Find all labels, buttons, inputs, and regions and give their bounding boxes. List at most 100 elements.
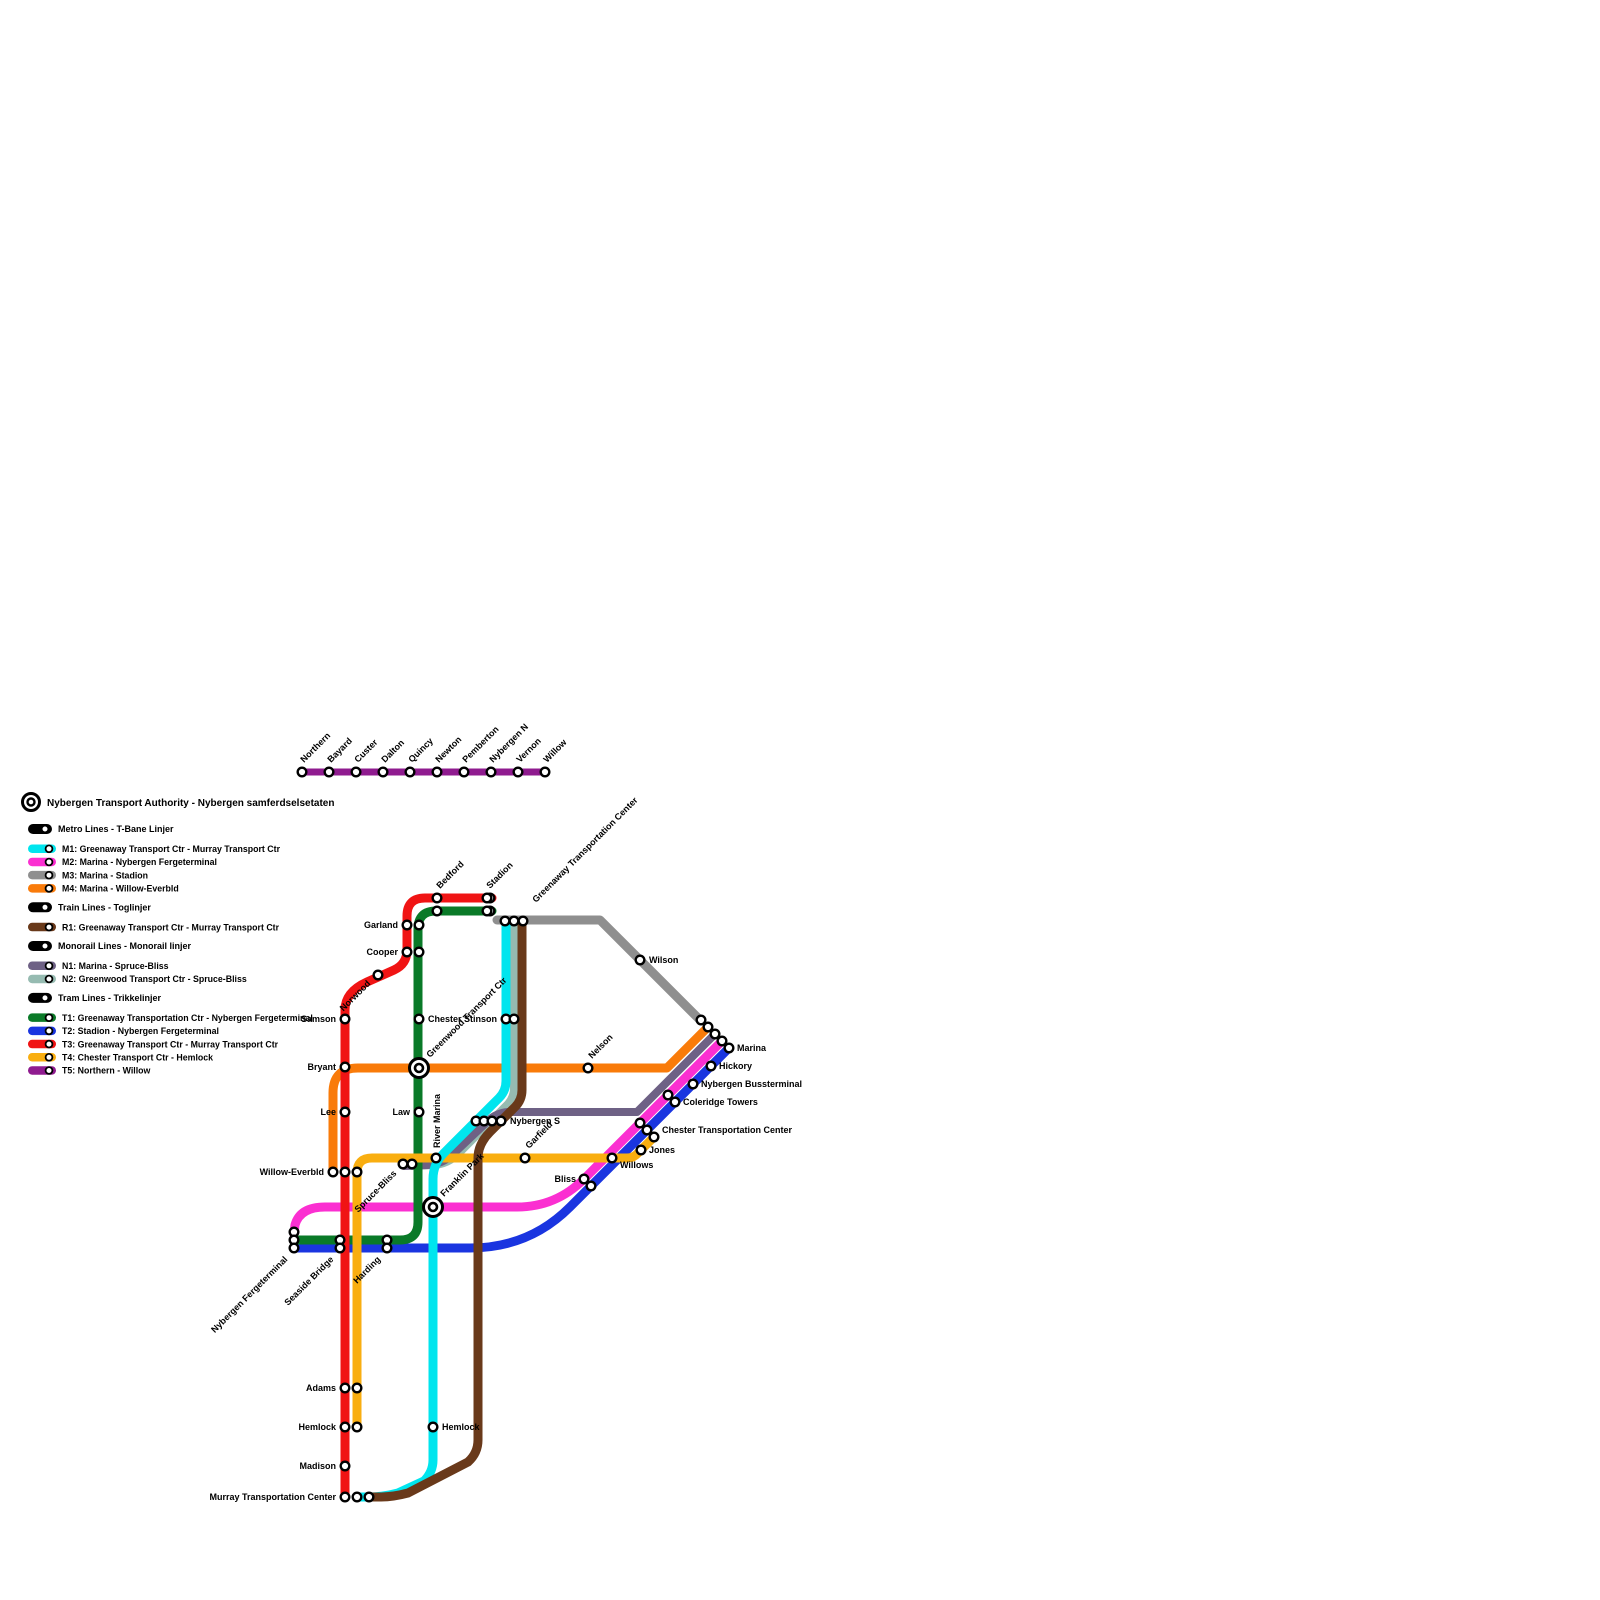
station-bliss: Bliss [554, 1173, 597, 1192]
line-pill-dot [44, 1053, 54, 1062]
station-dot [705, 1060, 717, 1072]
station-bryant: Bryant [307, 1061, 351, 1073]
legend-section-1: Train Lines - Toglinjer R1: Greenaway Tra… [28, 902, 280, 932]
station-dot [351, 1421, 363, 1433]
interchange-marker-inner [427, 1201, 439, 1213]
operator-logo-icon-inner [26, 797, 36, 807]
line-M3 [492, 915, 706, 1026]
station-label: Bliss [554, 1174, 576, 1184]
station-dot [334, 1242, 346, 1254]
station-dot [363, 1491, 375, 1503]
station-label: Chester Transportation Center [662, 1125, 793, 1135]
station-label: Adams [306, 1383, 336, 1393]
station-dot [582, 1062, 594, 1074]
station-dot [431, 892, 443, 904]
legend-item-label: M2: Marina - Nybergen Fergeterminal [62, 857, 217, 867]
station-dot [723, 1042, 735, 1054]
station-dot [481, 905, 493, 917]
legend-item-M4: M4: Marina - Willow-Everbld [28, 884, 179, 894]
station-dot [296, 766, 308, 778]
station-coleridge-towers: Coleridge Towers [662, 1089, 758, 1108]
legend-item-label: T3: Greenaway Transport Ctr - Murray Tra… [62, 1039, 279, 1049]
operator-logo-icon [21, 792, 41, 812]
station-label: Law [392, 1107, 411, 1117]
station-dot [413, 1106, 425, 1118]
station-dot [339, 1166, 351, 1178]
lines-layer [289, 768, 734, 1502]
legend-section-header: Train Lines - Toglinjer [58, 902, 151, 912]
station-dot [585, 1180, 597, 1192]
legend-item-T4: T4: Chester Transport Ctr - Hemlock [28, 1053, 213, 1063]
station-dot [404, 766, 416, 778]
line-pill-dot [44, 844, 54, 854]
legend-section-header: Tram Lines - Trikkelinjer [58, 993, 162, 1003]
station-adams: Adams [306, 1382, 363, 1394]
station-dot [431, 766, 443, 778]
station-stinson: Stinson [464, 1013, 520, 1025]
station-dot [350, 766, 362, 778]
station-dot [288, 1242, 300, 1254]
station-dot [485, 766, 497, 778]
station-nybergen-bussterminal: Nybergen Bussterminal [687, 1078, 802, 1090]
legend-item-label: M3: Marina - Stadion [62, 870, 148, 880]
section-pill-dot [40, 993, 50, 1003]
legend-item-label: T4: Chester Transport Ctr - Hemlock [62, 1053, 213, 1063]
station-dot [539, 766, 551, 778]
station-dot [606, 1152, 618, 1164]
station-dot [431, 905, 443, 917]
station-dot [662, 1089, 674, 1101]
station-dot [339, 1013, 351, 1025]
line-pill-dot [44, 1039, 54, 1049]
legend-section-header: Monorail Lines - Monorail linjer [58, 941, 192, 951]
station-dot [499, 915, 511, 927]
station-label: Lee [320, 1107, 336, 1117]
legend-item-label: N1: Marina - Spruce-Bliss [62, 961, 169, 971]
legend-title: Nybergen Transport Authority - Nybergen … [21, 792, 334, 812]
line-pill-dot [44, 922, 54, 932]
station-dot [716, 1035, 728, 1047]
station-chester: Chester [413, 1013, 462, 1025]
station-dot [427, 1421, 439, 1433]
station-dot [641, 1124, 653, 1136]
station-river-marina: River Marina [430, 1093, 442, 1164]
station-label: Willow-Everbld [260, 1167, 324, 1177]
station-dot [687, 1078, 699, 1090]
station-dot [401, 946, 413, 958]
station-lee: Lee [320, 1106, 351, 1118]
station-dot [702, 1021, 714, 1033]
station-dot [372, 969, 384, 981]
station-label: Samson [301, 1014, 336, 1024]
station-dot [351, 1491, 363, 1503]
station-label: Stinson [464, 1014, 497, 1024]
section-pill-dot [40, 824, 50, 834]
station-label: Jones [649, 1145, 675, 1155]
station-dot [519, 1152, 531, 1164]
legend-section-header: Metro Lines - T-Bane Linjer [58, 824, 174, 834]
section-pill-dot [40, 902, 50, 912]
station-dot [406, 1158, 418, 1170]
legend-item-T3: T3: Greenaway Transport Ctr - Murray Tra… [28, 1039, 279, 1049]
legend-item-T2: T2: Stadion - Nybergen Fergeterminal [28, 1026, 219, 1036]
station-dot [648, 1131, 660, 1143]
station-label: Madison [299, 1461, 336, 1471]
legend: Nybergen Transport Authority - Nybergen … [21, 792, 334, 1076]
legend-item-label: N2: Greenwood Transport Ctr - Spruce-Bli… [62, 974, 247, 984]
legend-item-R1: R1: Greenaway Transport Ctr - Murray Tra… [28, 922, 280, 932]
station-dot [709, 1028, 721, 1040]
legend-section-3: Tram Lines - Trikkelinjer T1: Greenaway T… [28, 992, 313, 1076]
station-dot [339, 1491, 351, 1503]
station-label: Murray Transportation Center [209, 1492, 336, 1502]
station-dot [339, 1061, 351, 1073]
station-dot [512, 766, 524, 778]
station-willows: Willows [606, 1152, 653, 1170]
station-willow-everbld: Willow-Everbld [260, 1166, 363, 1178]
line-T3 [340, 893, 497, 1502]
station-label: Garland [364, 920, 398, 930]
station-dot [669, 1096, 681, 1108]
station-marina: Marina [695, 1014, 767, 1054]
station-dot [695, 1014, 707, 1026]
station-dot [327, 1166, 339, 1178]
station-dot [508, 1013, 520, 1025]
